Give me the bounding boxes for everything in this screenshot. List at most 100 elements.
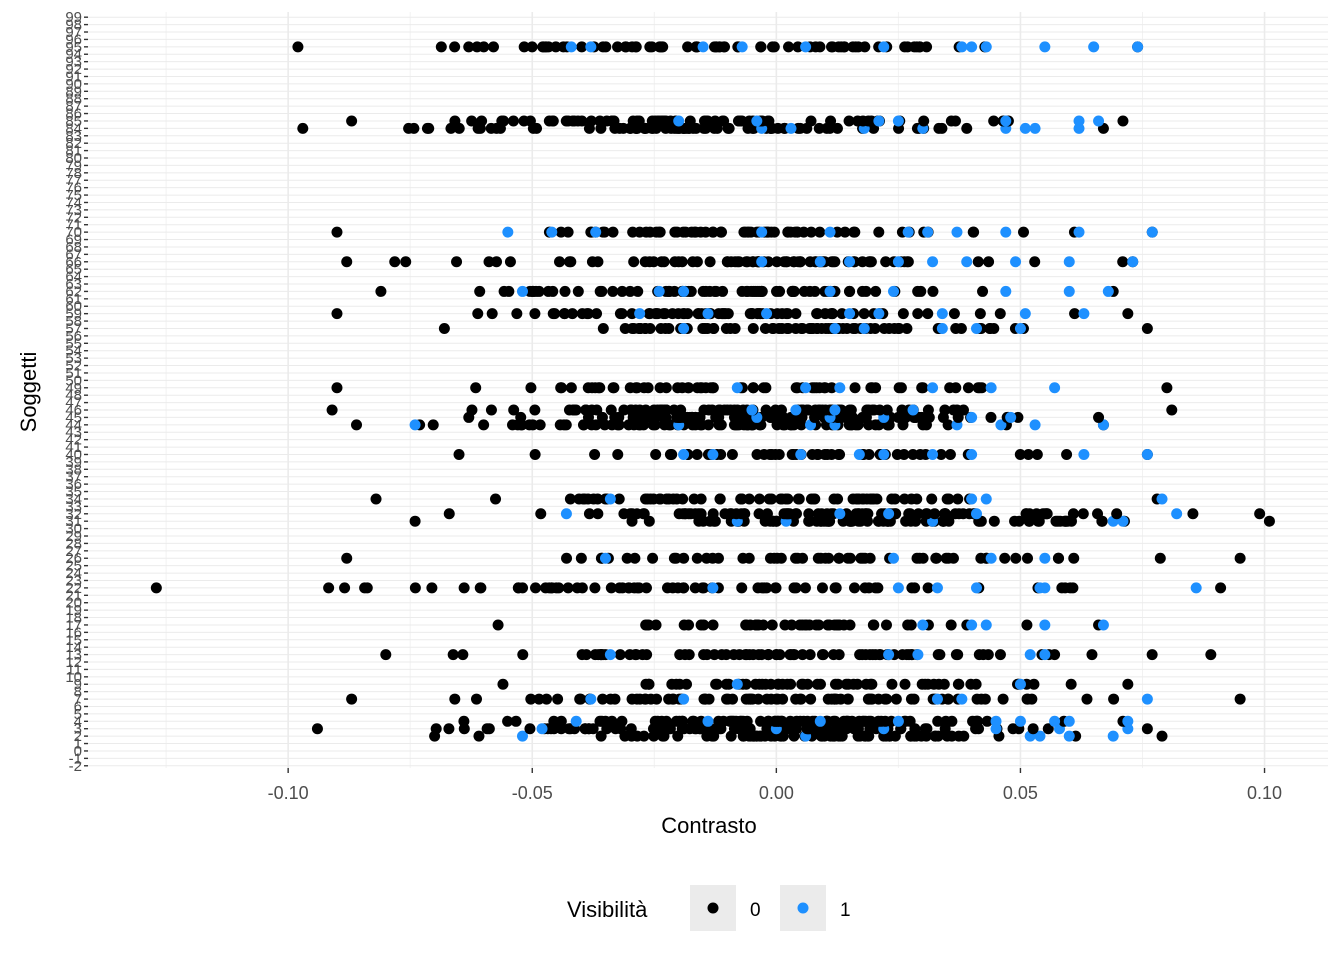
data-point bbox=[341, 256, 353, 268]
data-point-visible bbox=[966, 493, 978, 505]
data-point-visible bbox=[707, 448, 719, 460]
data-point bbox=[708, 322, 720, 334]
data-point bbox=[592, 382, 604, 394]
data-point-visible bbox=[912, 649, 924, 661]
data-point bbox=[326, 404, 338, 416]
y-tick-label: 59 bbox=[65, 306, 82, 323]
data-point bbox=[582, 493, 594, 505]
data-point bbox=[792, 256, 804, 268]
data-point bbox=[675, 404, 687, 416]
data-point-visible bbox=[824, 285, 836, 297]
data-point bbox=[862, 115, 874, 127]
data-point-visible bbox=[1024, 649, 1036, 661]
data-point bbox=[994, 649, 1006, 661]
data-point bbox=[779, 619, 791, 631]
data-point bbox=[975, 693, 987, 705]
data-point bbox=[665, 115, 677, 127]
data-point bbox=[754, 493, 766, 505]
data-point bbox=[700, 115, 712, 127]
data-point bbox=[865, 693, 877, 705]
y-tick-label: 57 bbox=[65, 320, 82, 337]
data-point bbox=[933, 678, 945, 690]
data-point bbox=[918, 115, 930, 127]
data-point bbox=[888, 322, 900, 334]
data-point bbox=[1234, 693, 1246, 705]
data-point-visible bbox=[756, 226, 768, 238]
y-tick-label: 24 bbox=[65, 565, 82, 582]
data-point bbox=[792, 41, 804, 53]
data-point bbox=[926, 493, 938, 505]
data-point-visible bbox=[951, 226, 963, 238]
y-tick-label: 37 bbox=[65, 469, 82, 486]
y-tick-label: 39 bbox=[65, 454, 82, 471]
data-point bbox=[932, 649, 944, 661]
y-tick-label: 87 bbox=[65, 98, 82, 115]
data-point bbox=[663, 322, 675, 334]
data-point bbox=[409, 515, 421, 527]
data-point-visible bbox=[756, 256, 768, 268]
data-point bbox=[737, 404, 749, 416]
data-point bbox=[631, 382, 643, 394]
data-point bbox=[682, 382, 694, 394]
data-point bbox=[732, 115, 744, 127]
data-point bbox=[755, 730, 767, 742]
data-point bbox=[616, 285, 628, 297]
data-point bbox=[718, 41, 730, 53]
data-point bbox=[640, 226, 652, 238]
data-point bbox=[962, 382, 974, 394]
data-point bbox=[870, 582, 882, 594]
data-point bbox=[771, 285, 783, 297]
data-point-visible bbox=[844, 308, 856, 320]
data-point bbox=[718, 115, 730, 127]
data-point bbox=[626, 308, 638, 320]
data-point bbox=[985, 411, 997, 423]
data-point bbox=[589, 582, 601, 594]
y-tick-label: 92 bbox=[65, 61, 82, 78]
data-point bbox=[1014, 448, 1026, 460]
data-point-visible bbox=[1029, 122, 1041, 134]
data-point bbox=[916, 411, 928, 423]
data-point bbox=[346, 693, 358, 705]
data-point bbox=[466, 404, 478, 416]
data-point bbox=[427, 419, 439, 431]
data-point bbox=[945, 619, 957, 631]
data-point bbox=[549, 308, 561, 320]
data-point bbox=[760, 404, 772, 416]
data-point bbox=[652, 308, 664, 320]
data-point bbox=[953, 508, 965, 520]
data-point bbox=[1041, 508, 1053, 520]
data-point-visible bbox=[1039, 619, 1051, 631]
data-point-visible bbox=[1141, 693, 1153, 705]
data-point bbox=[474, 285, 486, 297]
data-point bbox=[981, 715, 993, 727]
data-point bbox=[835, 693, 847, 705]
data-point bbox=[471, 693, 483, 705]
data-point-visible bbox=[980, 493, 992, 505]
data-point-visible bbox=[834, 508, 846, 520]
data-point bbox=[625, 723, 637, 735]
data-point bbox=[654, 382, 666, 394]
data-point bbox=[863, 404, 875, 416]
data-point bbox=[828, 493, 840, 505]
data-point bbox=[826, 308, 838, 320]
data-point bbox=[565, 723, 577, 735]
data-point bbox=[478, 41, 490, 53]
data-point bbox=[782, 493, 794, 505]
data-point-visible bbox=[858, 322, 870, 334]
data-point-visible bbox=[516, 730, 528, 742]
y-tick-label: 4 bbox=[74, 713, 82, 730]
data-point bbox=[421, 122, 433, 134]
data-point bbox=[630, 649, 642, 661]
data-point bbox=[844, 285, 856, 297]
data-point bbox=[738, 508, 750, 520]
data-point bbox=[559, 285, 571, 297]
data-point bbox=[728, 649, 740, 661]
data-point bbox=[517, 649, 529, 661]
y-tick-label: 17 bbox=[65, 617, 82, 634]
data-point bbox=[781, 678, 793, 690]
data-point bbox=[648, 493, 660, 505]
data-point bbox=[833, 649, 845, 661]
data-point bbox=[863, 448, 875, 460]
data-point-visible bbox=[678, 448, 690, 460]
data-point bbox=[527, 285, 539, 297]
